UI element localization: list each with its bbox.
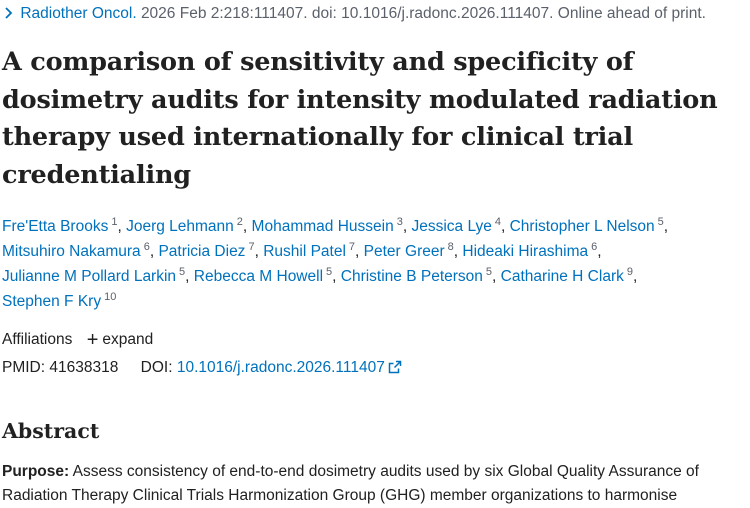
author-item: Christine B Peterson 5 [340,266,493,285]
affiliations-label: Affiliations [2,331,73,348]
external-link-icon [388,360,402,374]
abstract-heading: Abstract [2,419,100,443]
citation-details: 2026 Feb 2:218:111407. doi: 10.1016/j.ra… [140,5,706,22]
affiliation-number[interactable]: 7 [348,241,356,253]
author-link[interactable]: Jessica Lye [411,218,492,235]
doi-value: 10.1016/j.radonc.2026.111407 [176,359,385,376]
affiliation-number[interactable]: 6 [591,241,598,253]
affiliation-number[interactable]: 10 [104,291,117,303]
affiliation-number[interactable]: 6 [143,241,150,253]
author-link[interactable]: Rushil Patel [263,243,346,260]
doi-link[interactable]: 10.1016/j.radonc.2026.111407 [177,359,402,376]
affiliation-number[interactable]: 5 [326,266,333,278]
author-link[interactable]: Mitsuhiro Nakamura [2,243,141,260]
affiliation-number[interactable]: 7 [248,241,255,253]
author-link[interactable]: Stephen F Kry [2,293,102,310]
author-item: Christopher L Nelson 5 [509,216,664,235]
author-link[interactable]: Hideaki Hirashima [462,243,589,260]
affiliation-number[interactable]: 2 [236,216,243,228]
author-item: Fre'Etta Brooks 1 [2,216,118,235]
abstract-purpose: Purpose: Assess consistency of end-to-en… [2,460,747,508]
author-link[interactable]: Julianne M Pollard Larkin [2,268,177,285]
affiliation-number[interactable]: 5 [485,266,493,278]
identifiers-row: PMID: 41638318 DOI: 10.1016/j.radonc.202… [2,358,402,378]
journal-link[interactable]: Radiother Oncol. [20,5,137,22]
citation-line: Radiother Oncol. 2026 Feb 2:218:111407. … [4,4,749,25]
author-item: Rebecca M Howell 5 [193,266,333,285]
author-item: Stephen F Kry 10 [2,291,117,310]
plus-icon: + [86,329,99,351]
affiliation-number[interactable]: 8 [447,241,454,253]
pmid-label: PMID: [2,359,46,376]
affiliation-number[interactable]: 9 [626,266,633,278]
author-item: Patricia Diez 7 [158,241,255,260]
author-item: Joerg Lehmann 2 [126,216,243,235]
author-link[interactable]: Christopher L Nelson [509,218,655,235]
author-link[interactable]: Mohammad Hussein [251,218,394,235]
affiliation-number[interactable]: 5 [179,266,186,278]
affiliations-expand-button[interactable]: + expand [86,329,154,351]
author-link[interactable]: Patricia Diez [158,243,246,260]
author-item: Jessica Lye 4 [411,216,501,235]
author-link[interactable]: Joerg Lehmann [126,218,234,235]
expand-label: expand [102,331,154,348]
chevron-right-icon[interactable] [4,5,16,25]
affiliations-row: Affiliations + expand [2,330,153,350]
author-item: Mohammad Hussein 3 [251,216,403,235]
author-link[interactable]: Rebecca M Howell [193,268,324,285]
doi-label: DOI: [140,359,173,376]
purpose-text: Assess consistency of end-to-end dosimet… [2,463,699,504]
affiliation-number[interactable]: 4 [494,216,501,228]
author-item: Peter Greer 8 [363,241,454,260]
affiliation-number[interactable]: 5 [657,216,664,228]
author-item: Hideaki Hirashima 6 [462,241,598,260]
authors-list: Fre'Etta Brooks 1, Joerg Lehmann 2, Mohamm… [2,216,669,310]
affiliation-number[interactable]: 3 [396,216,403,228]
author-link[interactable]: Fre'Etta Brooks [2,218,109,235]
article-title: A comparison of sensitivity and specific… [2,47,718,190]
affiliation-number[interactable]: 1 [111,216,118,228]
author-item: Rushil Patel 7 [263,241,356,260]
purpose-label: Purpose: [2,463,70,480]
author-link[interactable]: Catharine H Clark [500,268,624,285]
author-link[interactable]: Peter Greer [363,243,445,260]
author-item: Mitsuhiro Nakamura 6 [2,241,150,260]
author-item: Catharine H Clark 9 [500,266,633,285]
author-link[interactable]: Christine B Peterson [340,268,483,285]
author-item: Julianne M Pollard Larkin 5 [2,266,186,285]
pmid-value: 41638318 [49,359,119,376]
